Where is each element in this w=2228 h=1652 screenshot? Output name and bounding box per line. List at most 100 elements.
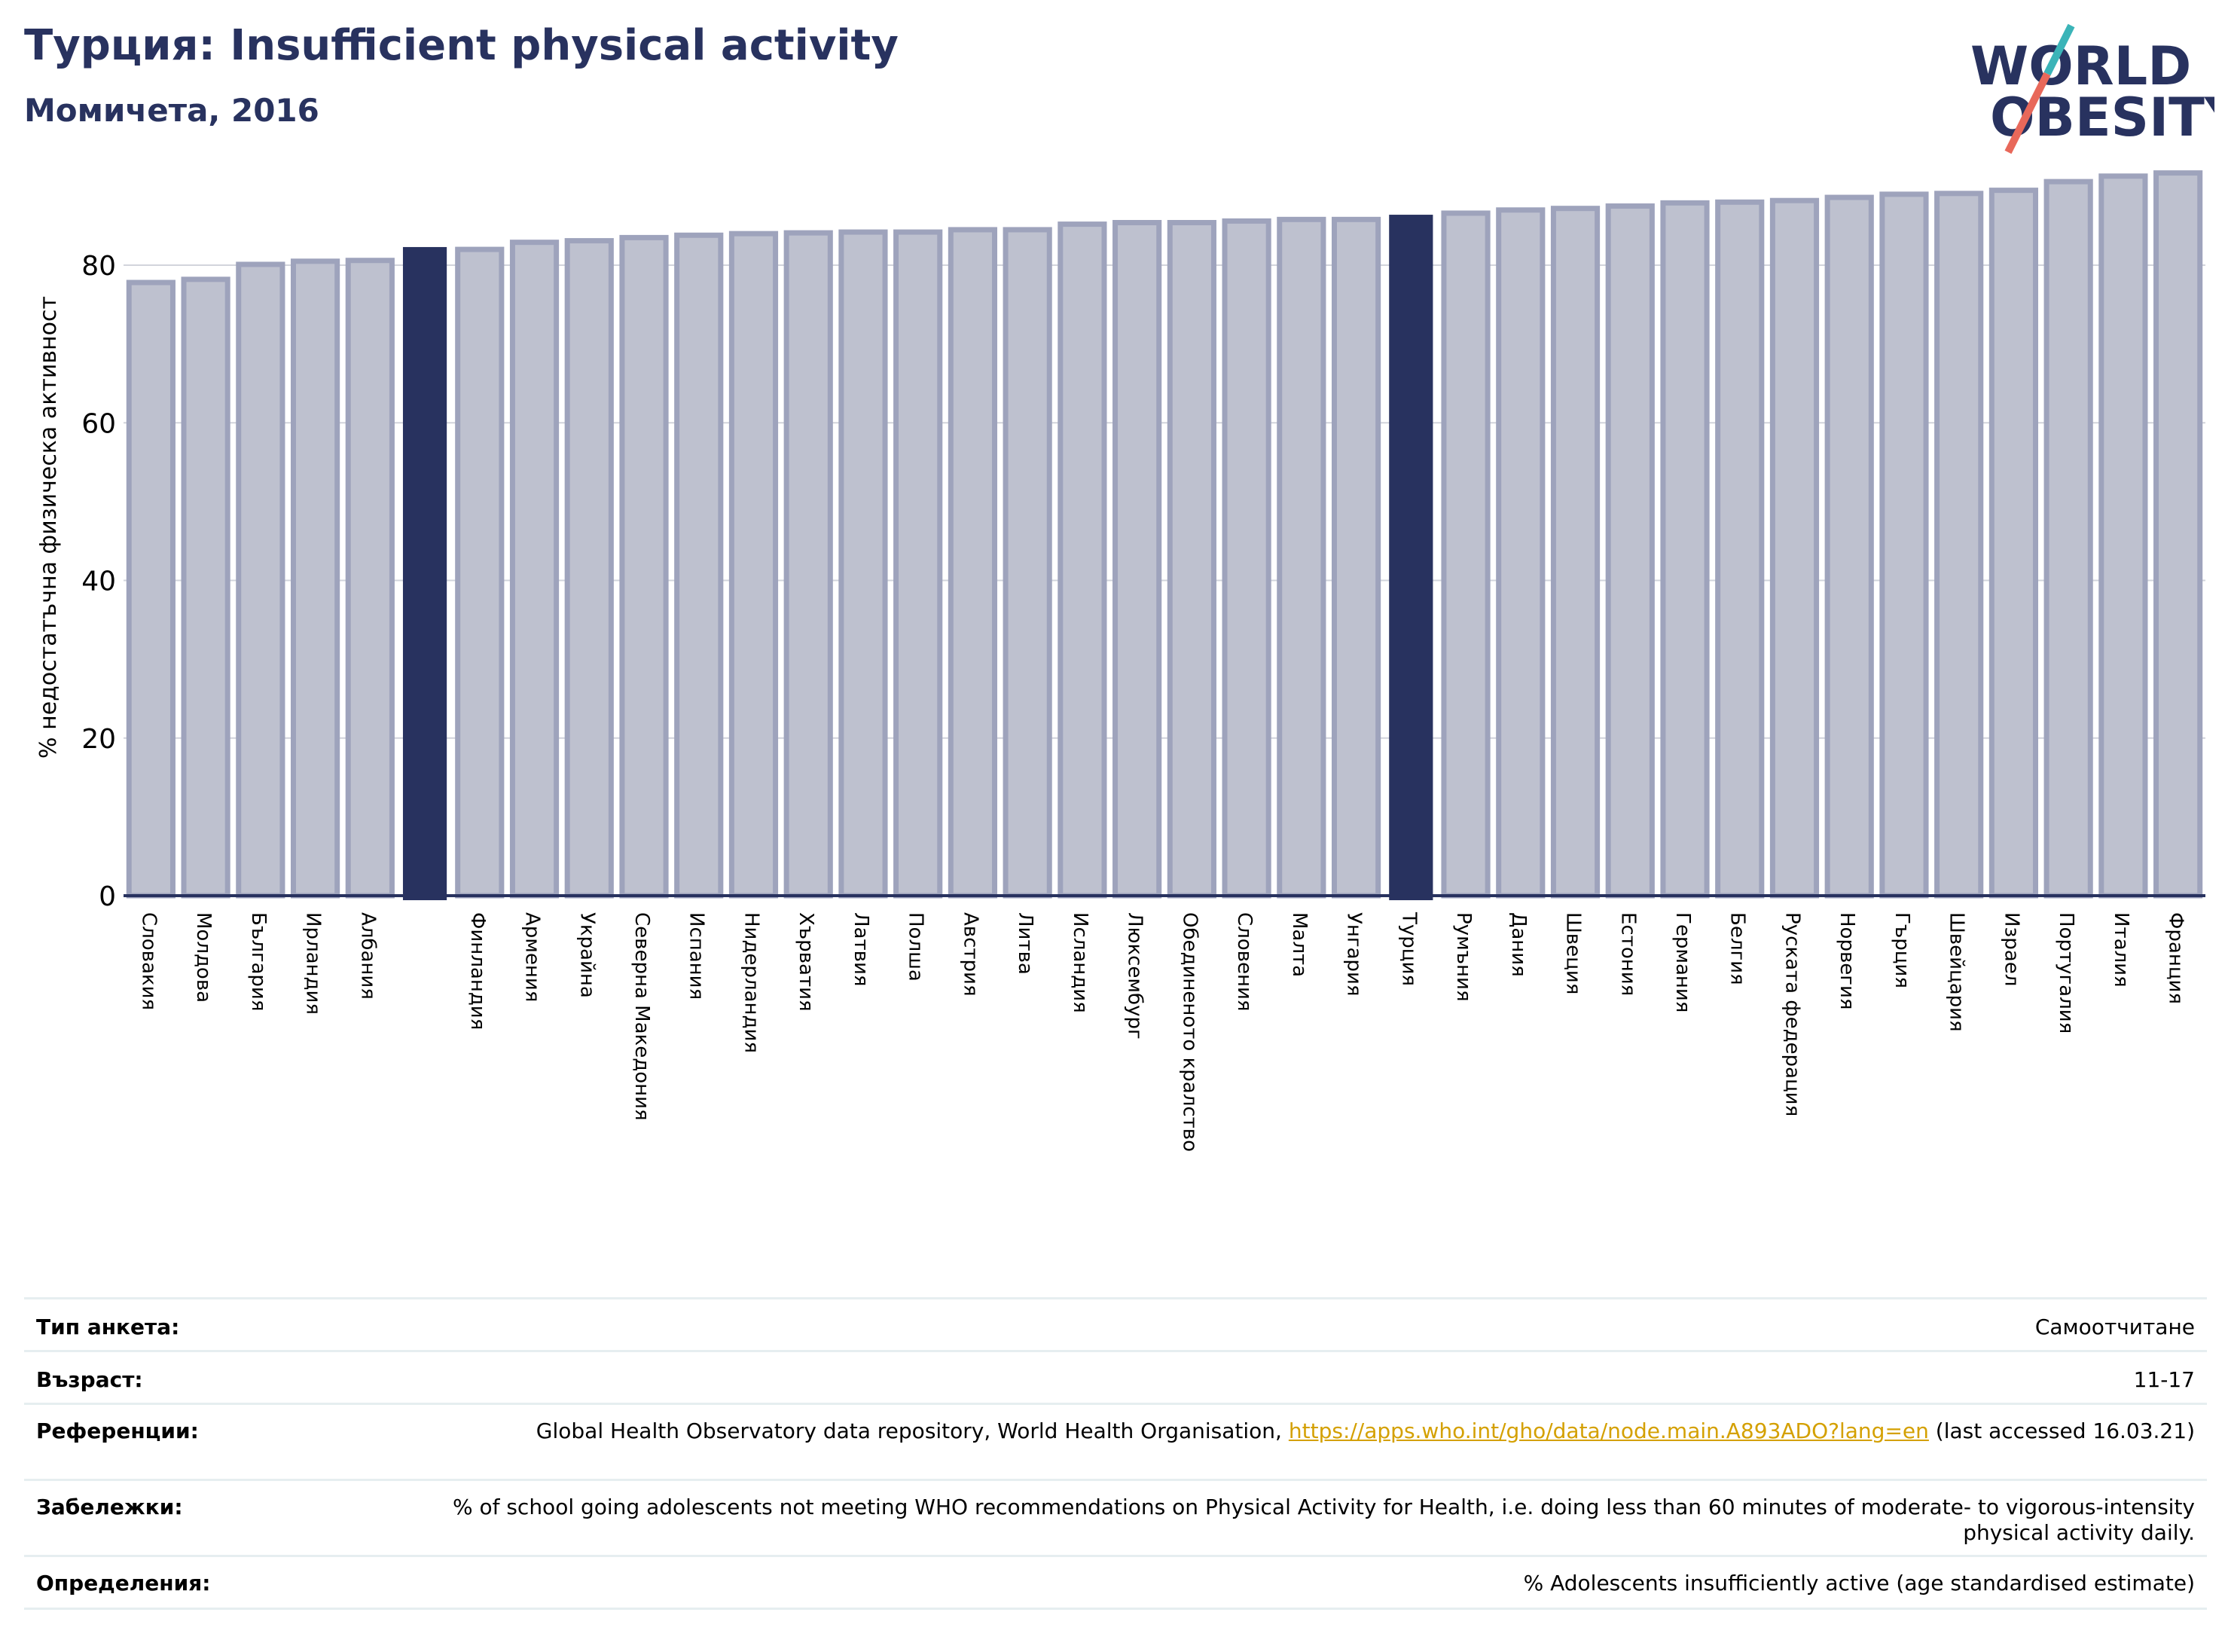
- bar: [1988, 188, 2039, 899]
- x-tick-labels: Словакия Молдова България Ирландия Албания Фи…: [137, 912, 2187, 1152]
- bar: [1769, 197, 1820, 899]
- bar: [1441, 210, 1491, 899]
- x-tick-label: Белгия: [1726, 912, 1749, 985]
- info-value-references: Global Health Observatory data repositor…: [440, 1403, 2207, 1481]
- bar: [783, 230, 833, 899]
- bar: [1058, 221, 1107, 899]
- y-tick-label: 0: [99, 881, 116, 912]
- x-tick-label: Латвия: [850, 912, 872, 987]
- bar: [1824, 194, 1874, 899]
- bar: [455, 246, 505, 899]
- logo-slash-top: [2043, 23, 2075, 76]
- y-tick-label: 80: [81, 251, 116, 282]
- x-tick-label: Швеция: [1562, 912, 1585, 994]
- bar: [1112, 220, 1162, 899]
- info-value-survey-type: Самоотчитане: [440, 1297, 2207, 1352]
- bar: [564, 238, 614, 899]
- y-tick-labels: 0 20 40 60 80: [81, 251, 116, 912]
- x-tick-label: Франция: [2165, 912, 2187, 1004]
- x-tick-label: Дания: [1507, 912, 1530, 977]
- bar: [1222, 218, 1271, 899]
- y-tick-label: 60: [81, 408, 116, 439]
- bar: [181, 276, 230, 899]
- x-tick-label: Хърватия: [795, 912, 817, 1012]
- x-tick-label: Руската федерация: [1781, 912, 1803, 1116]
- info-label-references: Референции:: [24, 1403, 440, 1481]
- world-obesity-logo: WORLD OBESITY: [1970, 23, 2214, 154]
- reference-source-text: Global Health Observatory data repositor…: [536, 1418, 1282, 1443]
- bar: [948, 227, 998, 899]
- bar: [674, 232, 724, 899]
- bar: [2043, 179, 2093, 899]
- bar: [893, 229, 943, 899]
- bar: [126, 279, 175, 899]
- info-table: Тип анкета: Самоотчитане Възраст: 11-17 …: [24, 1297, 2207, 1610]
- bar: [345, 258, 395, 899]
- info-row-age: Възраст: 11-17: [24, 1350, 2207, 1405]
- x-tick-label: Швейцария: [1946, 912, 1968, 1032]
- x-tick-label: Нидерландия: [740, 912, 762, 1053]
- bar-highlighted: [1389, 215, 1433, 900]
- bar: [1550, 206, 1601, 899]
- x-tick-label: Словения: [1233, 912, 1256, 1012]
- bar: [838, 229, 888, 899]
- x-tick-label: Армения: [521, 912, 544, 1002]
- bar: [1003, 227, 1052, 899]
- bar: [728, 231, 779, 899]
- bars: [126, 170, 2203, 900]
- bar: [1660, 200, 1710, 899]
- x-tick-label: Албания: [356, 912, 379, 1000]
- info-label-age: Възраст:: [24, 1350, 440, 1405]
- x-tick-label: Турция: [1397, 912, 1420, 986]
- bar: [1277, 216, 1326, 899]
- x-tick-label: Словакия: [137, 912, 160, 1010]
- x-tick-label: Финландия: [466, 912, 489, 1030]
- info-row-references: Референции: Global Health Observatory da…: [24, 1403, 2207, 1481]
- x-tick-label: Полша: [905, 912, 927, 982]
- x-tick-label: Обединеното кралство: [1178, 912, 1201, 1152]
- bar: [290, 258, 340, 899]
- x-tick-label: Норвегия: [1836, 912, 1858, 1009]
- bar: [1331, 216, 1381, 899]
- reference-link[interactable]: https://apps.who.int/gho/data/node.main.…: [1288, 1418, 1929, 1443]
- x-tick-label: Унгария: [1343, 912, 1366, 996]
- x-tick-label: Германия: [1671, 912, 1694, 1012]
- info-row-definitions: Определения: % Adolescents insufficientl…: [24, 1555, 2207, 1610]
- bar-chart: Словакия Молдова България Ирландия Албания Фи…: [35, 170, 2205, 1152]
- y-tick-label: 20: [81, 724, 116, 755]
- bar: [1879, 191, 1929, 899]
- x-tick-label: Малта: [1288, 912, 1311, 977]
- x-tick-label: Ирландия: [302, 912, 325, 1015]
- x-tick-label: Испания: [685, 912, 708, 1000]
- info-value-definitions: % Adolescents insufficiently active (age…: [440, 1555, 2207, 1610]
- bar: [619, 234, 669, 899]
- info-value-notes: % of school going adolescents not meetin…: [440, 1479, 2207, 1557]
- x-tick-label: България: [247, 912, 270, 1011]
- info-label-survey-type: Тип анкета:: [24, 1297, 440, 1352]
- bar: [1934, 191, 1984, 899]
- page-title: Турция: Insufficient physical activity: [24, 21, 899, 70]
- bar: [1496, 207, 1546, 899]
- x-tick-label: Израел: [2000, 912, 2022, 986]
- logo-slash-bottom: [2004, 72, 2051, 154]
- bar: [1167, 220, 1216, 899]
- bar: [2098, 173, 2148, 899]
- x-tick-label: Естония: [1616, 912, 1639, 996]
- bar-highlighted: [402, 246, 447, 900]
- x-tick-label: Австрия: [959, 912, 981, 997]
- x-tick-label: Молдова: [192, 912, 215, 1003]
- x-tick-label: Румъния: [1452, 912, 1475, 1002]
- y-tick-label: 40: [81, 566, 116, 597]
- info-label-definitions: Определения:: [24, 1555, 440, 1610]
- info-label-notes: Забележки:: [24, 1479, 440, 1557]
- y-axis-label: % недостатъчна физическа активност: [35, 296, 62, 759]
- x-tick-label: Литва: [1014, 912, 1036, 975]
- info-value-age: 11-17: [440, 1350, 2207, 1405]
- x-tick-label: Гърция: [1891, 912, 1913, 988]
- reference-accessed-text: (last accessed 16.03.21): [1935, 1418, 2195, 1443]
- bar: [236, 261, 285, 899]
- x-tick-label: Португалия: [2055, 912, 2077, 1034]
- x-tick-label: Украйна: [575, 912, 598, 998]
- x-tick-label: Италия: [2110, 912, 2132, 988]
- x-tick-label: Люксембург: [1124, 912, 1146, 1040]
